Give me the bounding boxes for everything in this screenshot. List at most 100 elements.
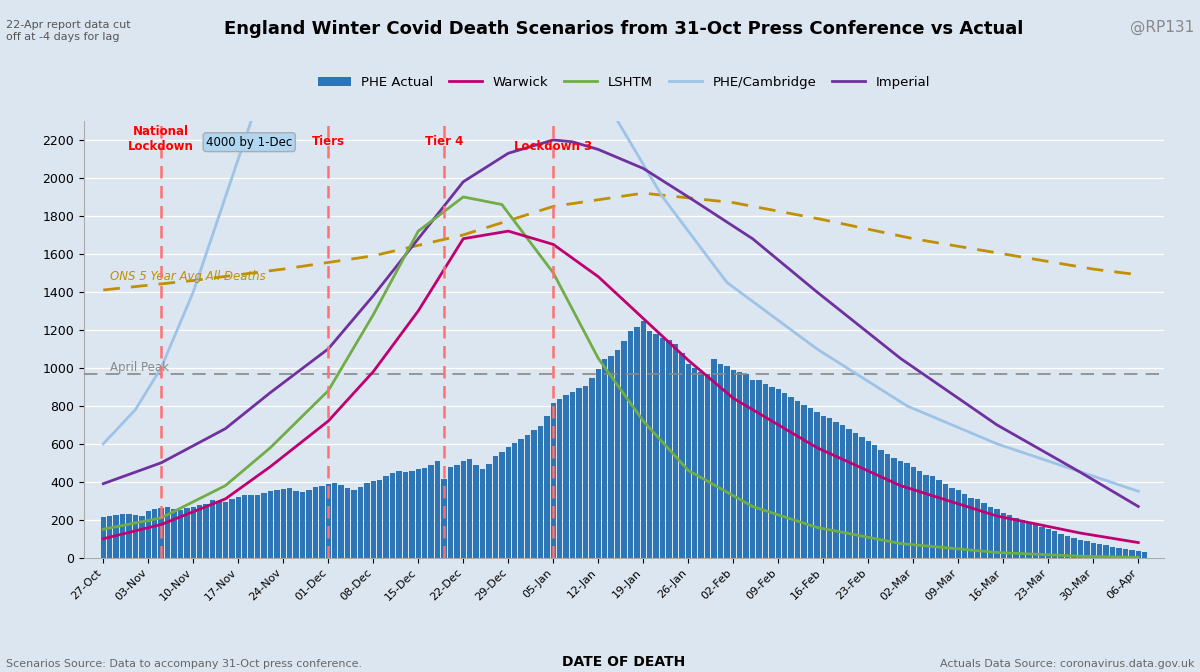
Bar bbox=[184, 508, 190, 558]
Bar bbox=[917, 471, 923, 558]
Bar bbox=[737, 372, 743, 558]
Bar bbox=[782, 393, 787, 558]
Bar bbox=[281, 489, 286, 558]
Bar bbox=[614, 350, 620, 558]
Bar bbox=[1058, 534, 1064, 558]
Bar bbox=[988, 507, 994, 558]
Bar bbox=[1135, 552, 1141, 558]
Bar bbox=[827, 418, 833, 558]
Legend: PHE Actual, Warwick, LSHTM, PHE/Cambridge, Imperial: PHE Actual, Warwick, LSHTM, PHE/Cambridg… bbox=[312, 71, 936, 94]
Bar bbox=[557, 398, 563, 558]
Bar bbox=[673, 343, 678, 558]
Bar bbox=[718, 364, 724, 558]
Bar bbox=[204, 503, 209, 558]
Bar bbox=[679, 353, 684, 558]
Bar bbox=[235, 497, 241, 558]
Bar bbox=[268, 491, 274, 558]
Text: 4000 by 1-Dec: 4000 by 1-Dec bbox=[206, 136, 293, 149]
Bar bbox=[622, 341, 626, 558]
Bar bbox=[994, 509, 1000, 558]
Text: DATE OF DEATH: DATE OF DEATH bbox=[563, 655, 685, 669]
Bar bbox=[358, 487, 364, 558]
Bar bbox=[178, 510, 184, 558]
Bar bbox=[126, 515, 132, 558]
Bar bbox=[1039, 527, 1044, 558]
Bar bbox=[692, 368, 697, 558]
Bar bbox=[1078, 540, 1084, 558]
Bar bbox=[1072, 538, 1076, 558]
Bar bbox=[712, 359, 716, 558]
Bar bbox=[101, 517, 106, 558]
Bar bbox=[1084, 541, 1090, 558]
Text: National
Lockdown: National Lockdown bbox=[128, 125, 194, 153]
Bar bbox=[325, 484, 331, 558]
Bar bbox=[936, 480, 942, 558]
Bar bbox=[448, 467, 454, 558]
Bar bbox=[898, 461, 904, 558]
Bar bbox=[377, 480, 383, 558]
Bar bbox=[474, 465, 479, 558]
Bar bbox=[660, 338, 665, 558]
Bar bbox=[595, 369, 601, 558]
Bar bbox=[152, 509, 157, 558]
Bar bbox=[872, 445, 877, 558]
Bar bbox=[731, 370, 736, 558]
Bar bbox=[1116, 548, 1122, 558]
Bar bbox=[107, 516, 113, 558]
Bar bbox=[518, 439, 524, 558]
Bar bbox=[1104, 546, 1109, 558]
Text: ONS 5 Year Avg All Deaths: ONS 5 Year Avg All Deaths bbox=[109, 271, 265, 284]
Bar bbox=[930, 476, 935, 558]
Bar bbox=[191, 507, 196, 558]
Bar bbox=[524, 435, 530, 558]
Bar bbox=[1020, 520, 1025, 558]
Bar bbox=[634, 327, 640, 558]
Bar bbox=[248, 495, 254, 558]
Bar bbox=[300, 492, 305, 558]
Bar bbox=[924, 474, 929, 558]
Bar bbox=[685, 364, 691, 558]
Bar bbox=[442, 479, 446, 558]
Bar bbox=[814, 412, 820, 558]
Bar bbox=[428, 465, 434, 558]
Bar bbox=[532, 429, 536, 558]
Bar bbox=[403, 472, 408, 558]
Bar bbox=[968, 497, 974, 558]
Text: Tiers: Tiers bbox=[312, 134, 344, 148]
Bar bbox=[1091, 543, 1096, 558]
Bar bbox=[344, 488, 350, 558]
Bar bbox=[306, 490, 312, 558]
Bar bbox=[1064, 536, 1070, 558]
Bar bbox=[139, 515, 144, 558]
Bar bbox=[943, 484, 948, 558]
Bar bbox=[763, 384, 768, 558]
Bar bbox=[499, 452, 504, 558]
Bar bbox=[846, 429, 852, 558]
Bar bbox=[904, 464, 910, 558]
Bar bbox=[1129, 550, 1134, 558]
Bar bbox=[332, 483, 337, 558]
Bar bbox=[756, 380, 762, 558]
Bar bbox=[744, 374, 749, 558]
Bar bbox=[802, 405, 806, 558]
Bar bbox=[434, 461, 440, 558]
Bar bbox=[962, 493, 967, 558]
Bar bbox=[371, 481, 376, 558]
Bar bbox=[551, 403, 556, 558]
Text: England Winter Covid Death Scenarios from 31-Oct Press Conference vs Actual: England Winter Covid Death Scenarios fro… bbox=[224, 20, 1024, 38]
Bar bbox=[794, 401, 800, 558]
Bar bbox=[364, 483, 370, 558]
Bar bbox=[493, 456, 498, 558]
Text: 22-Apr report data cut
off at -4 days for lag: 22-Apr report data cut off at -4 days fo… bbox=[6, 20, 131, 42]
Bar bbox=[853, 433, 858, 558]
Bar bbox=[223, 502, 228, 558]
Bar bbox=[859, 437, 864, 558]
Bar bbox=[878, 450, 884, 558]
Bar bbox=[319, 486, 324, 558]
Bar bbox=[982, 503, 986, 558]
Bar bbox=[133, 515, 138, 558]
Bar bbox=[884, 454, 890, 558]
Bar bbox=[512, 443, 517, 558]
Bar bbox=[262, 493, 266, 558]
Bar bbox=[892, 458, 896, 558]
